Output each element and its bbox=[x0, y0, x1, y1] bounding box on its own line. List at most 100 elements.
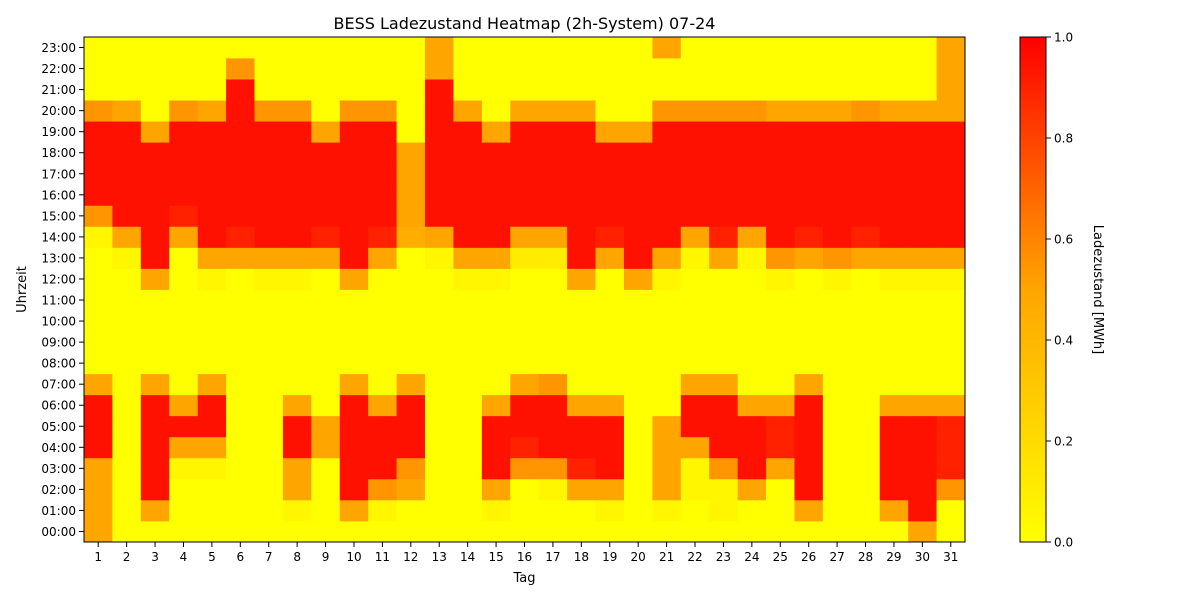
heatmap-cell bbox=[737, 226, 767, 248]
heatmap-cell bbox=[766, 58, 795, 80]
heatmap-cell bbox=[453, 352, 483, 375]
y-tick-label: 03:00 bbox=[41, 462, 76, 476]
heatmap-cell bbox=[879, 520, 909, 543]
heatmap-cell bbox=[140, 226, 170, 248]
heatmap-cell bbox=[822, 58, 852, 80]
heatmap-cell bbox=[652, 247, 682, 269]
heatmap-cell bbox=[652, 394, 682, 417]
heatmap-cell bbox=[311, 331, 341, 354]
heatmap-cell bbox=[140, 142, 170, 164]
heatmap-cell bbox=[737, 415, 767, 438]
heatmap-cell bbox=[538, 37, 568, 59]
heatmap-cell bbox=[425, 352, 454, 375]
heatmap-cell bbox=[737, 184, 767, 206]
heatmap-cell bbox=[311, 415, 341, 438]
heatmap-cell bbox=[425, 436, 454, 459]
heatmap-cell bbox=[453, 373, 483, 396]
heatmap-cell bbox=[311, 100, 341, 122]
heatmap-cell bbox=[851, 520, 881, 543]
heatmap-cell bbox=[481, 205, 511, 227]
y-tick-label: 09:00 bbox=[41, 336, 76, 350]
heatmap-cell bbox=[140, 205, 170, 227]
colorbar bbox=[1019, 36, 1047, 543]
heatmap-cell bbox=[737, 142, 767, 164]
heatmap-cell bbox=[822, 289, 852, 311]
heatmap-cell bbox=[368, 331, 398, 354]
y-tick-label: 22:00 bbox=[41, 62, 76, 76]
heatmap-cell bbox=[311, 268, 341, 290]
heatmap-cell bbox=[226, 205, 255, 227]
heatmap-cell bbox=[425, 394, 454, 417]
y-tick-label: 15:00 bbox=[41, 209, 76, 223]
heatmap-cell bbox=[936, 37, 966, 59]
heatmap-cell bbox=[737, 331, 767, 354]
heatmap-cell bbox=[84, 520, 113, 543]
heatmap-cell bbox=[169, 415, 199, 438]
heatmap-cell bbox=[652, 478, 682, 501]
x-tick-label: 7 bbox=[265, 550, 273, 564]
heatmap-cell bbox=[339, 142, 369, 164]
heatmap-cell bbox=[396, 352, 426, 375]
heatmap-cell bbox=[794, 100, 824, 122]
y-tick-label: 18:00 bbox=[41, 146, 76, 160]
heatmap-cell bbox=[339, 394, 369, 417]
x-tick-label: 6 bbox=[236, 550, 244, 564]
heatmap-cell bbox=[169, 163, 199, 185]
heatmap-cell bbox=[510, 499, 540, 522]
heatmap-cell bbox=[453, 184, 483, 206]
heatmap-cell bbox=[766, 184, 795, 206]
heatmap-cell bbox=[538, 268, 568, 290]
heatmap-cell bbox=[481, 352, 511, 375]
heatmap-cell bbox=[169, 478, 199, 501]
heatmap-cell bbox=[311, 289, 341, 311]
heatmap-cell bbox=[425, 310, 454, 332]
heatmap-cell bbox=[368, 436, 398, 459]
heatmap-cell bbox=[652, 499, 682, 522]
heatmap-cell bbox=[453, 37, 483, 59]
heatmap-cell bbox=[425, 373, 454, 396]
heatmap-cell bbox=[879, 205, 909, 227]
heatmap-cell bbox=[623, 373, 653, 396]
heatmap-cell bbox=[453, 268, 483, 290]
heatmap-cell bbox=[567, 436, 596, 459]
heatmap-cell bbox=[425, 247, 454, 269]
heatmap-cell bbox=[709, 79, 739, 101]
heatmap-cell bbox=[794, 289, 824, 311]
heatmap-cell bbox=[140, 268, 170, 290]
colorbar-tick-label: 0.2 bbox=[1054, 435, 1073, 449]
heatmap-cell bbox=[112, 352, 142, 375]
heatmap-cell bbox=[481, 37, 511, 59]
heatmap-cell bbox=[737, 373, 767, 396]
heatmap-cell bbox=[254, 205, 284, 227]
heatmap-cell bbox=[538, 478, 568, 501]
heatmap-cell bbox=[623, 100, 653, 122]
heatmap-cell bbox=[84, 226, 113, 248]
heatmap-cell bbox=[510, 331, 540, 354]
heatmap-cell bbox=[680, 37, 710, 59]
y-tick-label: 02:00 bbox=[41, 483, 76, 497]
heatmap-cell bbox=[112, 268, 142, 290]
heatmap-cell bbox=[339, 205, 369, 227]
heatmap-cell bbox=[254, 352, 284, 375]
heatmap-cell bbox=[879, 226, 909, 248]
heatmap-cell bbox=[567, 163, 596, 185]
heatmap-cell bbox=[908, 226, 937, 248]
x-tick-label: 12 bbox=[403, 550, 418, 564]
heatmap-cell bbox=[254, 268, 284, 290]
heatmap-cell bbox=[368, 163, 398, 185]
heatmap-cell bbox=[680, 415, 710, 438]
heatmap-cell bbox=[851, 268, 881, 290]
heatmap-cell bbox=[680, 121, 710, 143]
heatmap-cell bbox=[282, 268, 312, 290]
heatmap-cell bbox=[453, 163, 483, 185]
x-tick-label: 25 bbox=[773, 550, 788, 564]
y-axis-ticks: 00:00 01:00 02:00 03:00 04:00 05:00 06:00 07:00… bbox=[41, 41, 84, 539]
x-tick-label: 20 bbox=[631, 550, 646, 564]
heatmap-cell bbox=[908, 121, 937, 143]
heatmap-cell bbox=[481, 268, 511, 290]
heatmap-cell bbox=[737, 100, 767, 122]
heatmap-cell bbox=[538, 184, 568, 206]
heatmap-cell bbox=[709, 184, 739, 206]
heatmap-cell bbox=[737, 163, 767, 185]
heatmap-cell bbox=[453, 331, 483, 354]
